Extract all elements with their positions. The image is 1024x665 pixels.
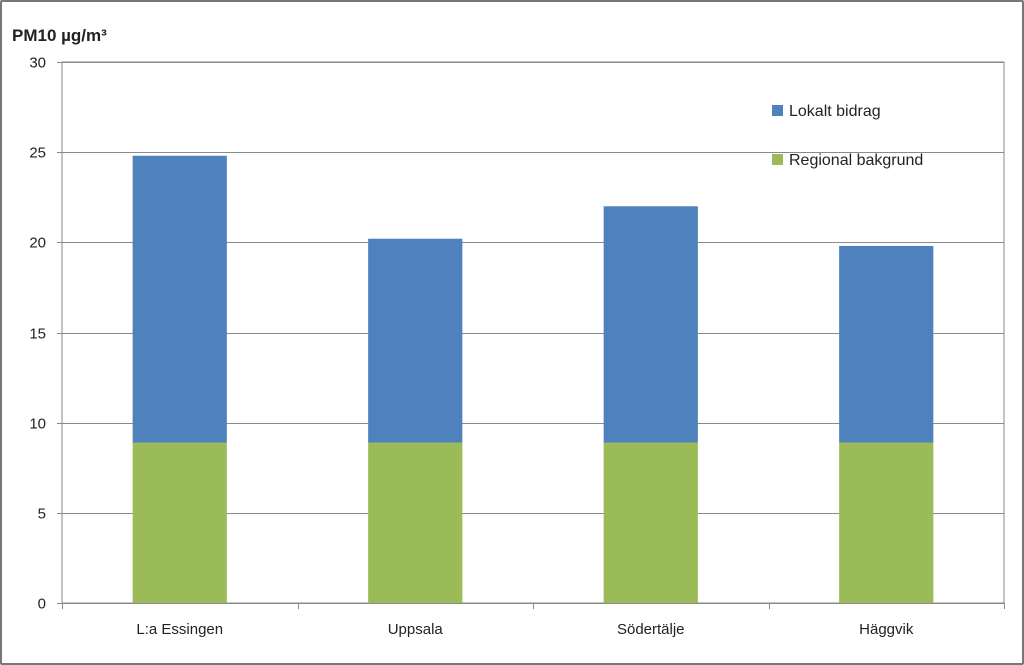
x-tick-label: Häggvik [859, 621, 914, 638]
x-tick-label: L:a Essingen [136, 621, 223, 638]
bar-lokalt-bidrag [132, 155, 227, 443]
y-tick-label: 5 [38, 506, 46, 523]
y-axis-title: PM10 µg/m³ [12, 26, 107, 45]
bar-regional-bakgrund [132, 442, 227, 603]
legend-swatch [772, 154, 783, 165]
legend-swatch [772, 105, 783, 116]
x-tick-label: Uppsala [388, 621, 444, 638]
bar-regional-bakgrund [368, 442, 463, 603]
y-tick-label: 0 [38, 596, 46, 613]
bar-lokalt-bidrag [839, 245, 934, 443]
axes: 0 5 10 15 20 25 30 L:a Essingen Uppsala Södertälj… [29, 55, 1005, 638]
bar-lokalt-bidrag [368, 238, 463, 443]
y-tick-label: 30 [29, 55, 46, 72]
bars [132, 155, 934, 603]
bar-regional-bakgrund [839, 442, 934, 603]
y-tick-label: 20 [29, 235, 46, 252]
bar-lokalt-bidrag [603, 206, 698, 443]
legend-label: Lokalt bidrag [789, 103, 881, 120]
bar-regional-bakgrund [603, 442, 698, 603]
x-tick-label: Södertälje [617, 621, 685, 638]
y-tick-label: 25 [29, 145, 46, 162]
legend-label: Regional bakgrund [789, 152, 923, 169]
legend: Lokalt bidrag Regional bakgrund [772, 103, 923, 169]
y-tick-label: 10 [29, 416, 46, 433]
y-tick-label: 15 [29, 326, 46, 343]
